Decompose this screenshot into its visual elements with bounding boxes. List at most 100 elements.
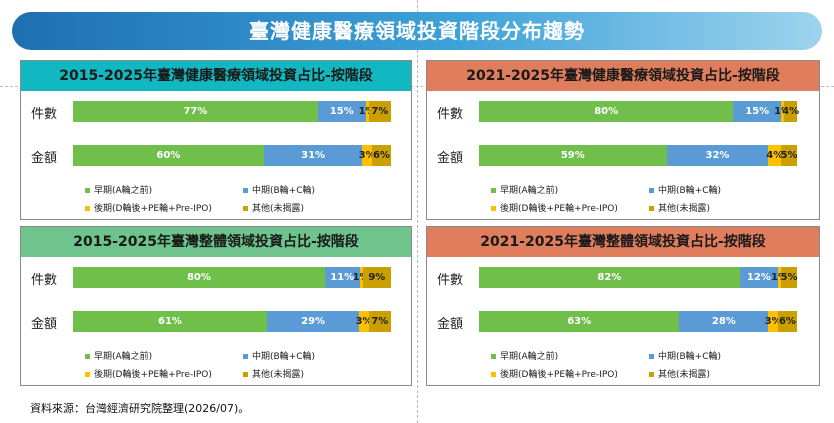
bar-segment-other: 9% [362, 267, 391, 288]
legend-swatch [491, 372, 496, 377]
page-title: 臺灣健康醫療領域投資階段分布趨勢 [249, 19, 585, 43]
chart-title: 2015-2025年臺灣健康醫療領域投資占比-按階段 [21, 61, 411, 91]
data-label: 80% [186, 272, 211, 283]
data-label: 31% [301, 150, 326, 161]
category-label: 件數 [31, 107, 58, 122]
stacked-bar: 59% 32% 4% 5% [479, 145, 798, 166]
bar-segment-mid: 15% [733, 101, 782, 122]
data-label: 7% [371, 316, 389, 327]
legend-label: 其他(未揭露) [658, 370, 711, 380]
data-label: 63% [567, 316, 592, 327]
category-label: 件數 [437, 273, 464, 288]
bar-segment-other: 7% [368, 101, 391, 122]
bar-segment-early: 63% [479, 311, 680, 332]
bar-segment-other: 4% [782, 101, 799, 122]
data-label: 3% [358, 150, 376, 161]
stacked-bar: 61% 29% 3% 7% [73, 311, 391, 332]
bar-segment-mid: 28% [679, 311, 769, 332]
legend-item: 後期(D輪後+PE輪+Pre-IPO) [85, 367, 212, 380]
source-note: 資料來源：台灣經濟研究院整理(2026/07)。 [30, 402, 250, 415]
bar-segment-mid: 12% [739, 267, 778, 288]
data-label: 9% [368, 272, 386, 283]
legend-item: 其他(未揭露) [243, 201, 304, 214]
legend-swatch [243, 188, 248, 193]
chart-title: 2015-2025年臺灣整體領域投資占比-按階段 [21, 227, 411, 257]
stacked-bar: 63% 28% 3% 6% [479, 311, 797, 332]
bar-segment-other: 5% [780, 267, 798, 288]
legend-item: 早期(A輪之前) [491, 349, 558, 362]
bar-segment-late: 1% [359, 101, 376, 122]
data-label: 1% [774, 106, 792, 117]
legend-label: 其他(未揭露) [658, 204, 711, 214]
bar-segment-late: 1% [771, 267, 788, 288]
category-label: 金額 [31, 317, 58, 332]
data-label: 5% [780, 150, 798, 161]
bar-segment-late: 1% [774, 101, 791, 122]
data-label: 80% [594, 106, 619, 117]
legend-item: 早期(A輪之前) [85, 183, 152, 196]
data-label: 11% [330, 272, 355, 283]
category-label: 金額 [437, 317, 464, 332]
bar-segment-mid: 32% [666, 145, 769, 166]
data-label: 1% [352, 272, 370, 283]
data-label: 3% [355, 316, 373, 327]
data-label: 28% [711, 316, 736, 327]
data-label: 6% [778, 316, 796, 327]
bar-segment-late: 3% [355, 311, 372, 332]
divider-vertical [417, 0, 418, 423]
category-label: 件數 [31, 273, 58, 288]
legend-item: 早期(A輪之前) [85, 349, 152, 362]
data-label: 5% [780, 272, 798, 283]
legend-item: 早期(A輪之前) [491, 183, 558, 196]
legend-swatch [649, 188, 654, 193]
legend-label: 中期(B輪+C輪) [658, 352, 722, 362]
legend-swatch [491, 354, 496, 359]
chart-panel: 2015-2025年臺灣整體領域投資占比-按階段件數 80% 11% 1% 9% 金額 61… [20, 226, 412, 386]
legend-label: 後期(D輪後+PE輪+Pre-IPO) [500, 370, 618, 380]
legend-swatch [649, 372, 654, 377]
legend-label: 後期(D輪後+PE輪+Pre-IPO) [94, 370, 212, 380]
category-label: 金額 [437, 151, 464, 166]
bar-segment-early: 80% [479, 101, 734, 122]
legend-item: 中期(B輪+C輪) [649, 349, 721, 362]
legend-item: 後期(D輪後+PE輪+Pre-IPO) [491, 201, 618, 214]
chart-panel: 2021-2025年臺灣健康醫療領域投資占比-按階段件數 80% 15% 1% 4% 金額… [426, 60, 820, 220]
legend-swatch [649, 206, 654, 211]
chart-panel: 2015-2025年臺灣健康醫療領域投資占比-按階段件數 77% 15% 1% 7% 金額… [20, 60, 412, 220]
data-label: 1% [358, 106, 376, 117]
legend-label: 早期(A輪之前) [500, 352, 559, 362]
data-label: 7% [371, 106, 389, 117]
data-label: 6% [372, 150, 390, 161]
data-label: 15% [329, 106, 354, 117]
legend-item: 中期(B輪+C輪) [243, 183, 315, 196]
legend-label: 中期(B輪+C輪) [252, 186, 316, 196]
category-label: 件數 [437, 107, 464, 122]
bar-segment-mid: 29% [266, 311, 360, 332]
bar-segment-early: 82% [479, 267, 740, 288]
chart-title: 2021-2025年臺灣整體領域投資占比-按階段 [427, 227, 819, 257]
stacked-bar: 80% 15% 1% 4% [479, 101, 799, 122]
data-label: 77% [183, 106, 208, 117]
title-banner: 臺灣健康醫療領域投資階段分布趨勢 [12, 12, 822, 50]
legend-label: 早期(A輪之前) [94, 186, 153, 196]
legend-swatch [491, 206, 496, 211]
chart-title: 2021-2025年臺灣健康醫療領域投資占比-按階段 [427, 61, 819, 91]
bar-segment-other: 6% [777, 311, 797, 332]
data-label: 3% [764, 316, 782, 327]
legend-swatch [243, 372, 248, 377]
category-label: 金額 [31, 151, 58, 166]
bar-segment-early: 77% [73, 101, 318, 122]
bar-segment-late: 3% [765, 311, 782, 332]
legend-swatch [243, 354, 248, 359]
stacked-bar: 60% 31% 3% 6% [73, 145, 391, 166]
bar-segment-early: 60% [73, 145, 264, 166]
bar-segment-mid: 11% [324, 267, 360, 288]
legend-swatch [85, 188, 90, 193]
data-label: 61% [158, 316, 182, 327]
data-label: 32% [705, 150, 730, 161]
bar-segment-late: 3% [359, 145, 376, 166]
legend-item: 其他(未揭露) [649, 367, 710, 380]
legend-label: 早期(A輪之前) [500, 186, 559, 196]
legend-label: 其他(未揭露) [252, 370, 305, 380]
legend-item: 其他(未揭露) [243, 367, 304, 380]
